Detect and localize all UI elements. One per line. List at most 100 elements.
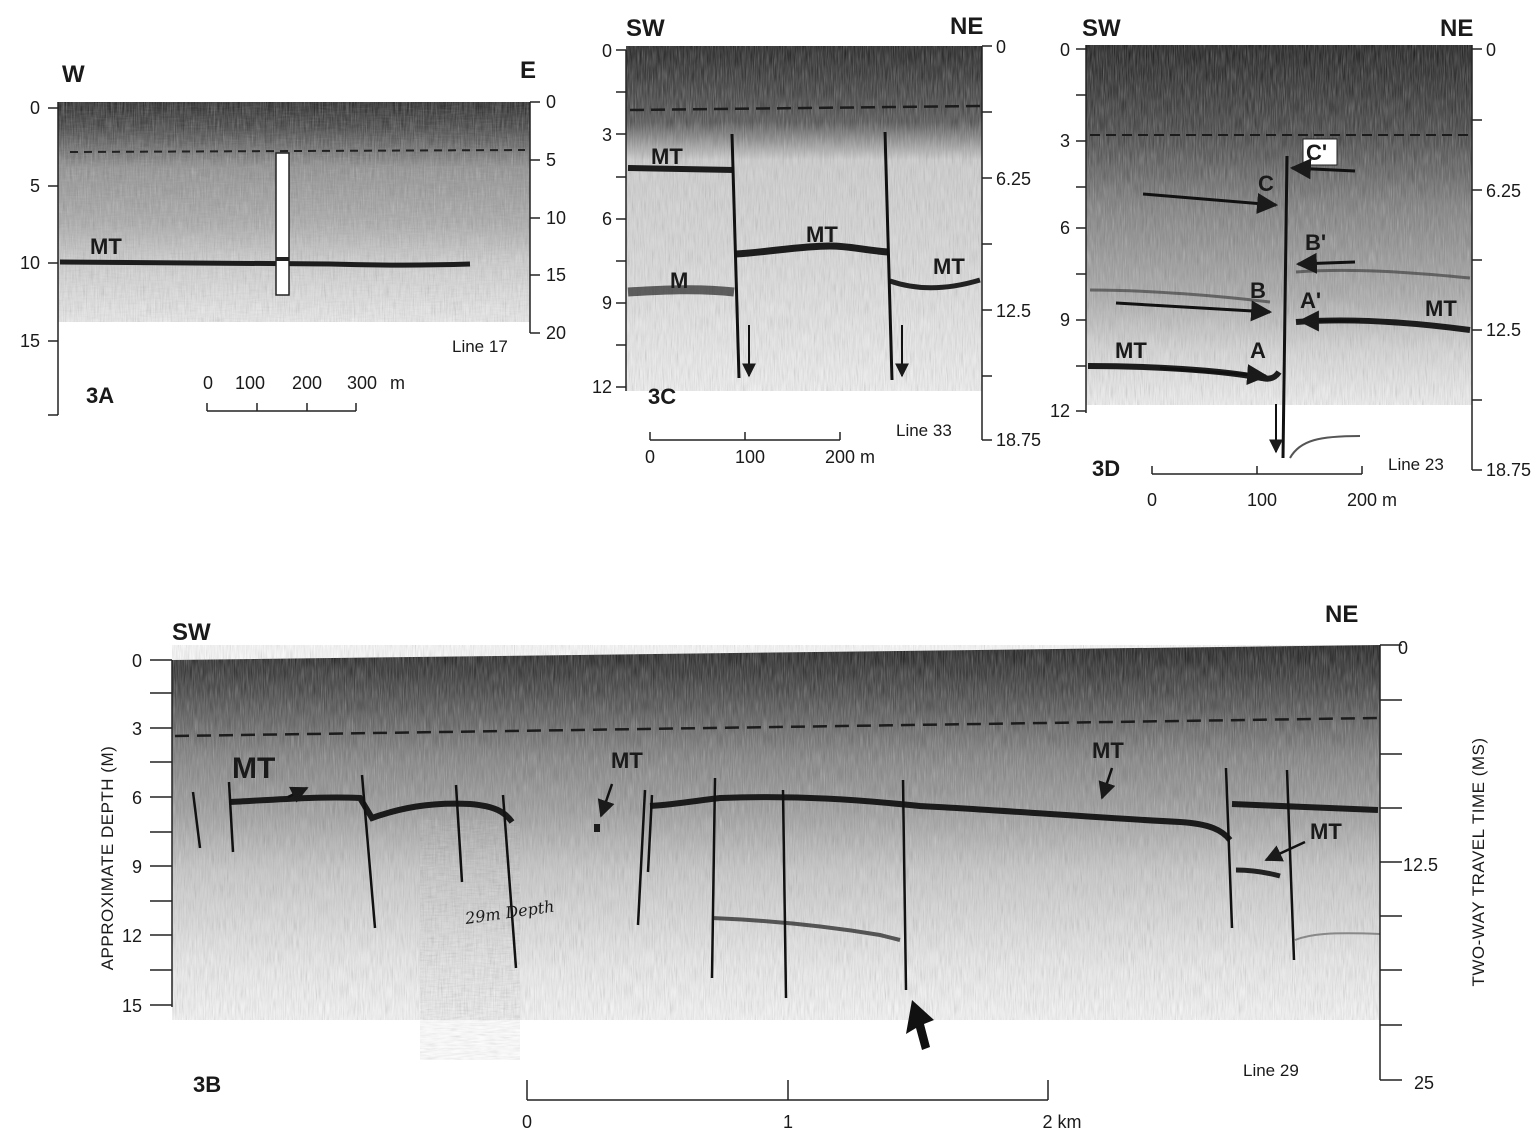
- panel-label-3c: 3C: [648, 384, 676, 409]
- dir-3c-sw: SW: [626, 15, 665, 42]
- label-mt-3c-mid: MT: [806, 222, 838, 247]
- tick-3a-right-0: 0: [546, 92, 556, 112]
- marker-c-prime: C': [1306, 140, 1327, 165]
- scale-3a-300: 300: [347, 373, 377, 393]
- dir-3c-ne: NE: [950, 13, 983, 40]
- scale-3c-0: 0: [645, 447, 655, 467]
- label-mt-3d-left: MT: [1115, 338, 1147, 363]
- tick-3d-right-0: 0: [1486, 40, 1496, 60]
- arrow-3b-mt-2: [597, 783, 615, 818]
- dir-3b-sw: SW: [172, 619, 211, 646]
- tick-3d-right-1: 6.25: [1486, 181, 1521, 201]
- fault-3d: [1281, 155, 1289, 459]
- tick-3b-left-2: 6: [132, 788, 142, 808]
- tick-3a-right-4: 20: [546, 323, 566, 343]
- scale-bar-3c: [649, 432, 841, 441]
- tick-3b-left-5: 15: [122, 996, 142, 1016]
- fault-3c-2: [883, 131, 894, 381]
- arrow-3b-mt-4: [1264, 840, 1306, 862]
- tick-3c-left-0: 0: [602, 41, 612, 61]
- scale-3d-100: 100: [1247, 490, 1277, 510]
- faults-3b: [191, 767, 1296, 999]
- panel-3c: 0 3 6 9 12 0 6.25 12.5 18.75 SW NE MT MT…: [592, 13, 1041, 467]
- panel-label-3d: 3D: [1092, 456, 1120, 481]
- tick-3c-right-1: 6.25: [996, 169, 1031, 189]
- marker-a: A: [1250, 338, 1266, 363]
- dir-3a-east: E: [520, 57, 536, 84]
- reflector-mt-3c-right: [889, 277, 981, 291]
- tick-3a-right-1: 5: [546, 150, 556, 170]
- scale-3d-0: 0: [1147, 490, 1157, 510]
- dir-3d-sw: SW: [1082, 15, 1121, 42]
- scale-3a-200: 200: [292, 373, 322, 393]
- line-id-3b: Line 29: [1243, 1061, 1299, 1080]
- line-id-3c: Line 33: [896, 421, 952, 440]
- tick-3d-left-3: 9: [1060, 310, 1070, 330]
- marker-b-prime: B': [1305, 230, 1326, 255]
- tick-3a-left-2: 10: [20, 253, 40, 273]
- label-mt-3b-4: MT: [1310, 819, 1342, 844]
- reflector-m-3c: [627, 285, 735, 297]
- scale-3b-1: 1: [783, 1112, 793, 1132]
- tick-3a-right-2: 10: [546, 208, 566, 228]
- tick-3d-left-4: 12: [1050, 401, 1070, 421]
- tick-3d-left-2: 6: [1060, 218, 1070, 238]
- scale-3b-0: 0: [522, 1112, 532, 1132]
- big-arrow-3b: [906, 1000, 934, 1050]
- tick-3b-right-0: 0: [1398, 638, 1408, 658]
- panel-3d: 0 3 6 9 12 0 6.25 12.5 18.75 SW NE MT MT…: [1050, 15, 1531, 510]
- marker-c: C: [1258, 171, 1274, 196]
- label-mt-3a: MT: [90, 234, 122, 259]
- panel-3b: 0 3 6 9 12 15 APPROXIMATE DEPTH (M) 0 12…: [98, 601, 1488, 1132]
- tick-3a-left-3: 15: [20, 331, 40, 351]
- reflector-mt-3b: [229, 794, 1379, 842]
- dir-3d-ne: NE: [1440, 15, 1473, 42]
- axis-title-depth: APPROXIMATE DEPTH (M): [98, 746, 117, 971]
- scale-3b-2km: 2 km: [1042, 1112, 1081, 1132]
- tick-3c-right-2: 12.5: [996, 301, 1031, 321]
- marker-b: B: [1250, 278, 1266, 303]
- dir-3a-west: W: [62, 61, 85, 88]
- panel-label-3a: 3A: [86, 383, 114, 408]
- reflector-mt-3c-left: [627, 165, 735, 173]
- label-mt-3b-3: MT: [1092, 738, 1124, 763]
- arrow-3b-mt-3: [1098, 767, 1116, 800]
- reflector-mt-3a: [59, 259, 471, 268]
- axis-title-travel-time: TWO-WAY TRAVEL TIME (MS): [1469, 737, 1488, 986]
- label-mt-3b-2: MT: [611, 748, 643, 773]
- scale-3a-0: 0: [203, 373, 213, 393]
- tick-3c-left-3: 9: [602, 293, 612, 313]
- tick-3b-right-2: 25: [1414, 1073, 1434, 1093]
- panel-label-3b: 3B: [193, 1072, 221, 1097]
- tick-3d-right-3: 18.75: [1486, 460, 1531, 480]
- tick-3a-left-0: 0: [30, 98, 40, 118]
- scale-bar-3a: [206, 403, 357, 412]
- tick-3c-right-0: 0: [996, 37, 1006, 57]
- tick-3d-left-1: 3: [1060, 131, 1070, 151]
- scale-3a-100: 100: [235, 373, 265, 393]
- scale-3a-unit: m: [390, 373, 405, 393]
- reflector-mt-3c-mid: [735, 242, 889, 258]
- line-id-3d: Line 23: [1388, 455, 1444, 474]
- tick-3b-right-1: 12.5: [1403, 855, 1438, 875]
- label-m-3c: M: [670, 268, 688, 293]
- label-mt-3c-right: MT: [933, 254, 965, 279]
- label-mt-3b-1: MT: [232, 752, 275, 785]
- scale-bar-3d: [1151, 466, 1363, 475]
- label-mt-3d-right: MT: [1425, 296, 1457, 321]
- tick-3b-left-3: 9: [132, 857, 142, 877]
- tick-3a-left-1: 5: [30, 176, 40, 196]
- tick-3a-right-3: 15: [546, 265, 566, 285]
- dir-3b-ne: NE: [1325, 601, 1358, 628]
- ticks-left-3a: [48, 107, 58, 416]
- tick-3c-left-4: 12: [592, 377, 612, 397]
- tick-3d-right-2: 12.5: [1486, 320, 1521, 340]
- tick-3b-left-4: 12: [122, 926, 142, 946]
- tick-3b-left-1: 3: [132, 719, 142, 739]
- marker-a-prime: A': [1300, 288, 1321, 313]
- scale-3c-100: 100: [735, 447, 765, 467]
- label-mt-3c-left: MT: [651, 144, 683, 169]
- scale-bar-3b: [526, 1080, 1049, 1101]
- fault-3c-1: [730, 133, 741, 379]
- scale-3d-200: 200 m: [1347, 490, 1397, 510]
